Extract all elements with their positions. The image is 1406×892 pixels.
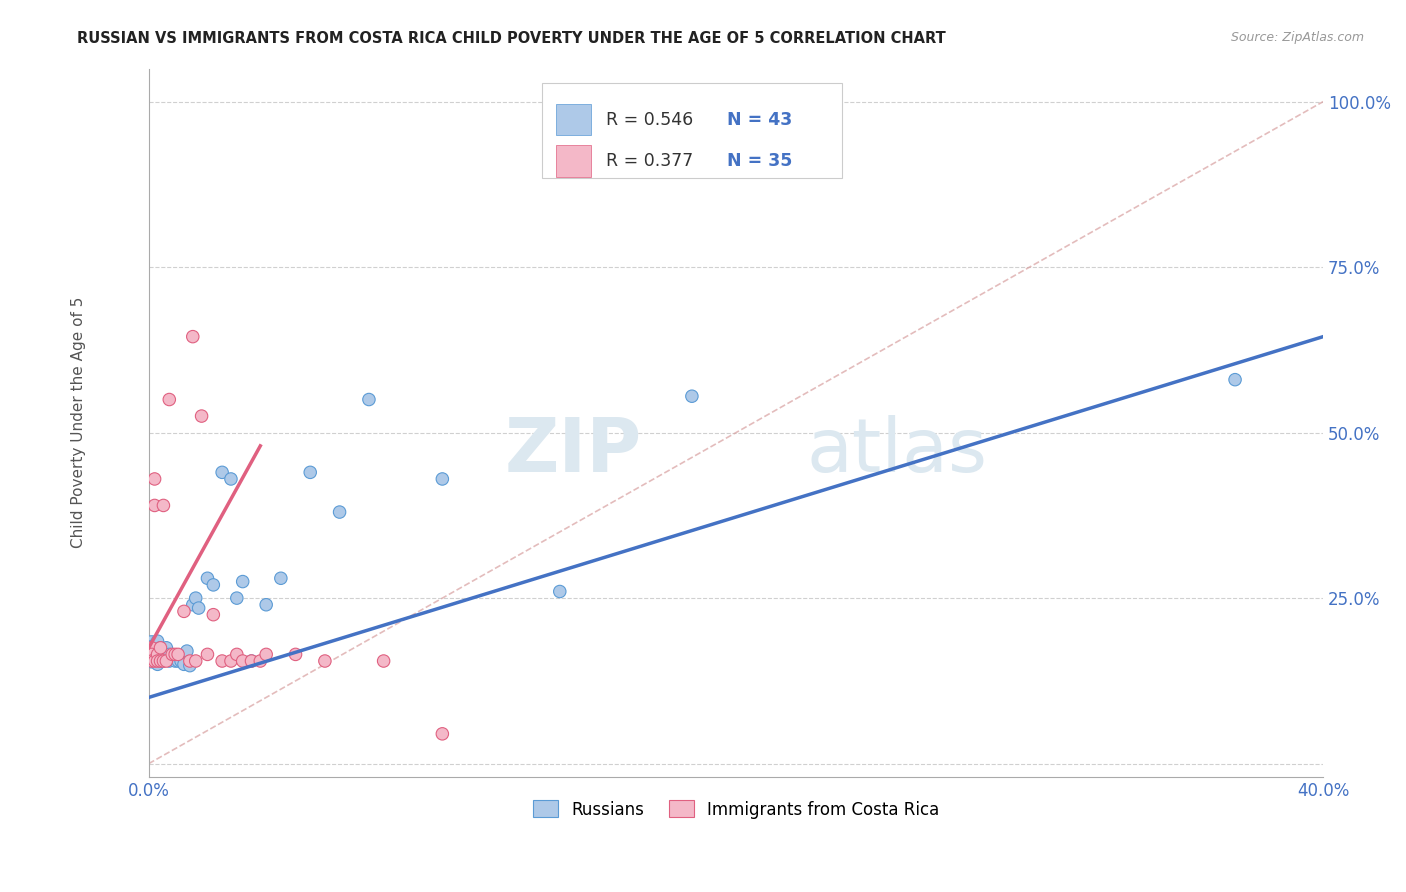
Point — [211, 654, 233, 668]
Point — [284, 648, 307, 662]
Point — [143, 640, 166, 655]
Point — [173, 657, 195, 672]
Point — [211, 466, 233, 480]
Point — [225, 591, 247, 606]
Point — [254, 648, 277, 662]
Point — [141, 640, 163, 655]
Point — [357, 392, 380, 407]
Point — [165, 648, 187, 662]
Point — [167, 654, 190, 668]
Text: N = 43: N = 43 — [727, 111, 792, 128]
Point — [146, 657, 169, 672]
Point — [184, 591, 207, 606]
Point — [314, 654, 336, 668]
Point — [219, 472, 242, 486]
Point — [240, 654, 263, 668]
FancyBboxPatch shape — [543, 83, 842, 178]
Point — [152, 499, 174, 513]
Point — [181, 329, 204, 343]
Legend: Russians, Immigrants from Costa Rica: Russians, Immigrants from Costa Rica — [526, 794, 946, 825]
Point — [152, 644, 174, 658]
Point — [202, 607, 225, 622]
Point — [146, 648, 169, 662]
Point — [149, 640, 172, 655]
Point — [146, 648, 169, 662]
Point — [143, 472, 166, 486]
Point — [152, 654, 174, 668]
Point — [225, 648, 247, 662]
Text: RUSSIAN VS IMMIGRANTS FROM COSTA RICA CHILD POVERTY UNDER THE AGE OF 5 CORRELATI: RUSSIAN VS IMMIGRANTS FROM COSTA RICA CH… — [77, 31, 946, 46]
Point — [548, 584, 571, 599]
Text: R = 0.546: R = 0.546 — [606, 111, 693, 128]
Text: ZIP: ZIP — [505, 415, 643, 488]
Point — [141, 654, 163, 668]
Point — [141, 654, 163, 668]
Point — [157, 648, 180, 662]
Point — [373, 654, 395, 668]
FancyBboxPatch shape — [557, 145, 592, 177]
Point — [232, 654, 254, 668]
Point — [149, 654, 172, 668]
Point — [179, 654, 201, 668]
Point — [167, 648, 190, 662]
Text: N = 35: N = 35 — [727, 152, 792, 169]
Point — [176, 644, 198, 658]
Point — [165, 654, 187, 668]
Point — [143, 654, 166, 668]
Point — [249, 654, 271, 668]
Point — [141, 648, 163, 662]
Point — [170, 654, 193, 668]
Point — [197, 648, 219, 662]
Point — [202, 578, 225, 592]
Point — [173, 604, 195, 618]
Point — [179, 658, 201, 673]
Point — [146, 634, 169, 648]
Point — [149, 654, 172, 668]
Point — [432, 472, 454, 486]
Point — [143, 648, 166, 662]
Point — [219, 654, 242, 668]
Point — [157, 654, 180, 668]
Point — [160, 648, 183, 662]
Point — [143, 499, 166, 513]
Point — [160, 652, 183, 666]
Point — [181, 598, 204, 612]
Point — [184, 654, 207, 668]
Point — [157, 392, 180, 407]
Point — [141, 648, 163, 662]
Point — [155, 640, 177, 655]
Point — [190, 409, 212, 423]
Text: R = 0.377: R = 0.377 — [606, 152, 693, 169]
Point — [155, 654, 177, 668]
Point — [152, 654, 174, 668]
FancyBboxPatch shape — [557, 103, 592, 136]
Point — [681, 389, 703, 403]
Point — [149, 640, 172, 655]
Point — [240, 654, 263, 668]
Point — [187, 601, 209, 615]
Point — [432, 727, 454, 741]
Point — [254, 598, 277, 612]
Text: atlas: atlas — [807, 415, 987, 488]
Point — [1223, 373, 1246, 387]
Point — [270, 571, 292, 585]
Point — [143, 654, 166, 668]
Point — [232, 574, 254, 589]
Y-axis label: Child Poverty Under the Age of 5: Child Poverty Under the Age of 5 — [72, 297, 86, 549]
Point — [299, 466, 322, 480]
Point — [146, 654, 169, 668]
Point — [329, 505, 352, 519]
Point — [155, 652, 177, 666]
Point — [197, 571, 219, 585]
Point — [141, 640, 163, 655]
Text: Source: ZipAtlas.com: Source: ZipAtlas.com — [1230, 31, 1364, 45]
